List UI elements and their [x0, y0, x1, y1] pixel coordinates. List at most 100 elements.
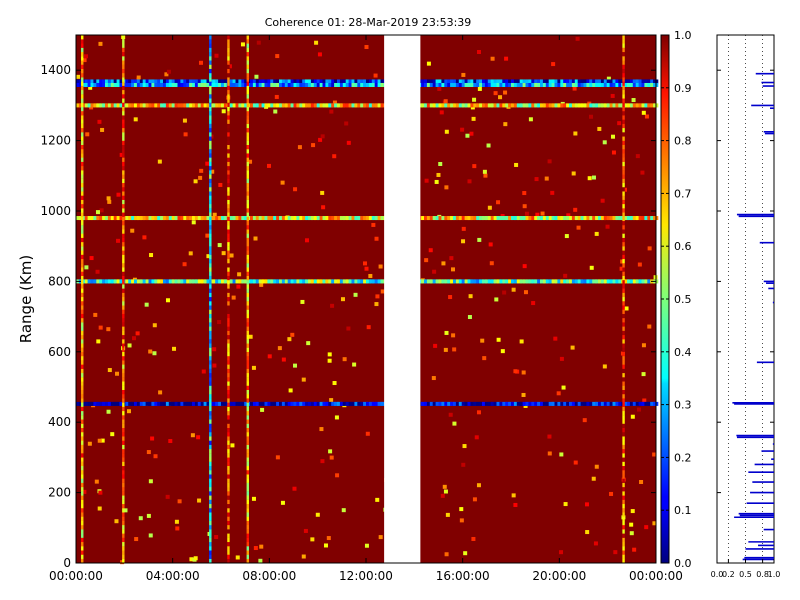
heatmap-column-cell: [622, 35, 625, 40]
heatmap-band-cell: [81, 279, 87, 284]
heatmap-band-cell: [157, 216, 163, 221]
heatmap-band-cell: [377, 216, 383, 221]
heatmap-column-cell: [122, 301, 125, 306]
heatmap-column-cell: [122, 491, 125, 496]
heatmap-band-cell: [279, 216, 285, 221]
heatmap-column-cell: [246, 470, 249, 475]
heatmap-column-cell: [122, 356, 125, 361]
heatmap-cell: [445, 512, 450, 517]
heatmap-band-cell: [296, 279, 302, 284]
heatmap-cell: [443, 347, 448, 352]
heatmap-band-cell: [93, 103, 99, 108]
heatmap-column-cell: [81, 77, 84, 82]
heatmap-column-cell: [227, 334, 230, 340]
heatmap-band-cell: [473, 216, 479, 221]
heatmap-band-cell: [136, 82, 143, 87]
heatmap-column-cell: [81, 309, 84, 314]
heatmap-band-cell: [600, 401, 607, 406]
heatmap-band-cell: [540, 279, 546, 284]
heatmap-band-cell: [502, 279, 508, 284]
heatmap-cell: [205, 233, 210, 238]
heatmap-column-cell: [246, 153, 249, 158]
heatmap-band-cell: [511, 79, 517, 84]
heatmap-band-cell: [99, 279, 105, 284]
heatmap-cell: [110, 432, 115, 437]
heatmap-band-cell: [531, 103, 537, 108]
heatmap-band-cell: [418, 279, 424, 284]
heatmap-band-cell: [647, 103, 653, 108]
heatmap-band-cell: [171, 279, 177, 284]
heatmap-column-cell: [246, 263, 249, 268]
heatmap-cell: [210, 169, 215, 174]
heatmap-cells: [76, 35, 659, 565]
heatmap-cell: [523, 290, 528, 295]
heatmap-column-cell: [209, 356, 212, 361]
heatmap-band-cell: [571, 279, 578, 284]
heatmap-band-cell: [232, 103, 238, 108]
heatmap-column-cell: [227, 546, 230, 551]
heatmap-column-cell: [81, 267, 84, 272]
heatmap-column-cell: [81, 296, 84, 302]
heatmap-band-cell: [432, 216, 438, 221]
heatmap-column-cell: [122, 313, 125, 319]
heatmap-column-cell: [622, 372, 625, 378]
heatmap-cell: [444, 185, 449, 190]
heatmap-column-cell: [227, 51, 230, 57]
heatmap-column-cell: [622, 554, 625, 559]
heatmap-cell: [471, 536, 476, 541]
heatmap-band-cell: [212, 401, 218, 406]
profile-lines: [732, 72, 774, 561]
heatmap-cell: [559, 452, 564, 457]
heatmap-band-cell: [203, 279, 209, 284]
heatmap-cell: [130, 228, 135, 233]
heatmap-column-cell: [622, 51, 625, 57]
heatmap-column-cell: [122, 77, 125, 82]
heatmap-band-cell: [531, 401, 537, 406]
heatmap-band-cell: [603, 279, 609, 284]
heatmap-cell: [98, 490, 103, 495]
heatmap-column-cell: [122, 39, 125, 44]
heatmap-column-cell: [246, 546, 249, 551]
heatmap-band-cell: [632, 401, 638, 406]
heatmap-band-cell: [522, 103, 528, 108]
heatmap-column-cell: [622, 111, 625, 116]
heatmap-cell: [642, 398, 647, 403]
heatmap-band-cell: [267, 216, 273, 221]
heatmap-band-cell: [128, 79, 134, 84]
heatmap-column-cell: [246, 313, 249, 319]
heatmap-column-cell: [246, 292, 249, 298]
heatmap-band-cell: [255, 279, 261, 284]
heatmap-column-cell: [246, 457, 249, 462]
heatmap-cell: [613, 550, 618, 555]
heatmap-band-cell: [131, 401, 137, 406]
heatmap-band-cell: [371, 401, 377, 406]
heatmap-cell: [218, 182, 223, 187]
heatmap-column-cell: [246, 35, 249, 40]
heatmap-cell: [319, 427, 324, 432]
heatmap-column-cell: [246, 56, 249, 61]
heatmap-column-cell: [246, 271, 249, 276]
heatmap-band-cell: [586, 401, 592, 406]
heatmap-column-cell: [622, 212, 625, 217]
heatmap-band-cell: [479, 79, 485, 84]
heatmap-band-cell: [484, 103, 491, 108]
heatmap-band-cell: [598, 401, 604, 406]
heatmap-band-cell: [258, 401, 264, 406]
heatmap-band-cell: [221, 216, 227, 221]
heatmap-band-cell: [325, 401, 331, 406]
heatmap-band-cell: [595, 216, 601, 221]
heatmap-cell: [152, 323, 157, 328]
heatmap-band-cell: [221, 279, 227, 284]
heatmap-band-cell: [81, 79, 87, 84]
heatmap-band-cell: [548, 216, 554, 221]
heatmap-column-cell: [209, 343, 212, 348]
heatmap-band-cell: [165, 401, 172, 406]
heatmap-band-cell: [421, 401, 427, 406]
heatmap-cell: [212, 363, 217, 368]
heatmap-band-cell: [540, 216, 546, 221]
heatmap-column-cell: [81, 368, 84, 374]
heatmap-cell: [315, 512, 320, 517]
heatmap-cell: [488, 242, 493, 247]
heatmap-column-cell: [246, 351, 249, 357]
heatmap-column-cell: [246, 360, 249, 365]
